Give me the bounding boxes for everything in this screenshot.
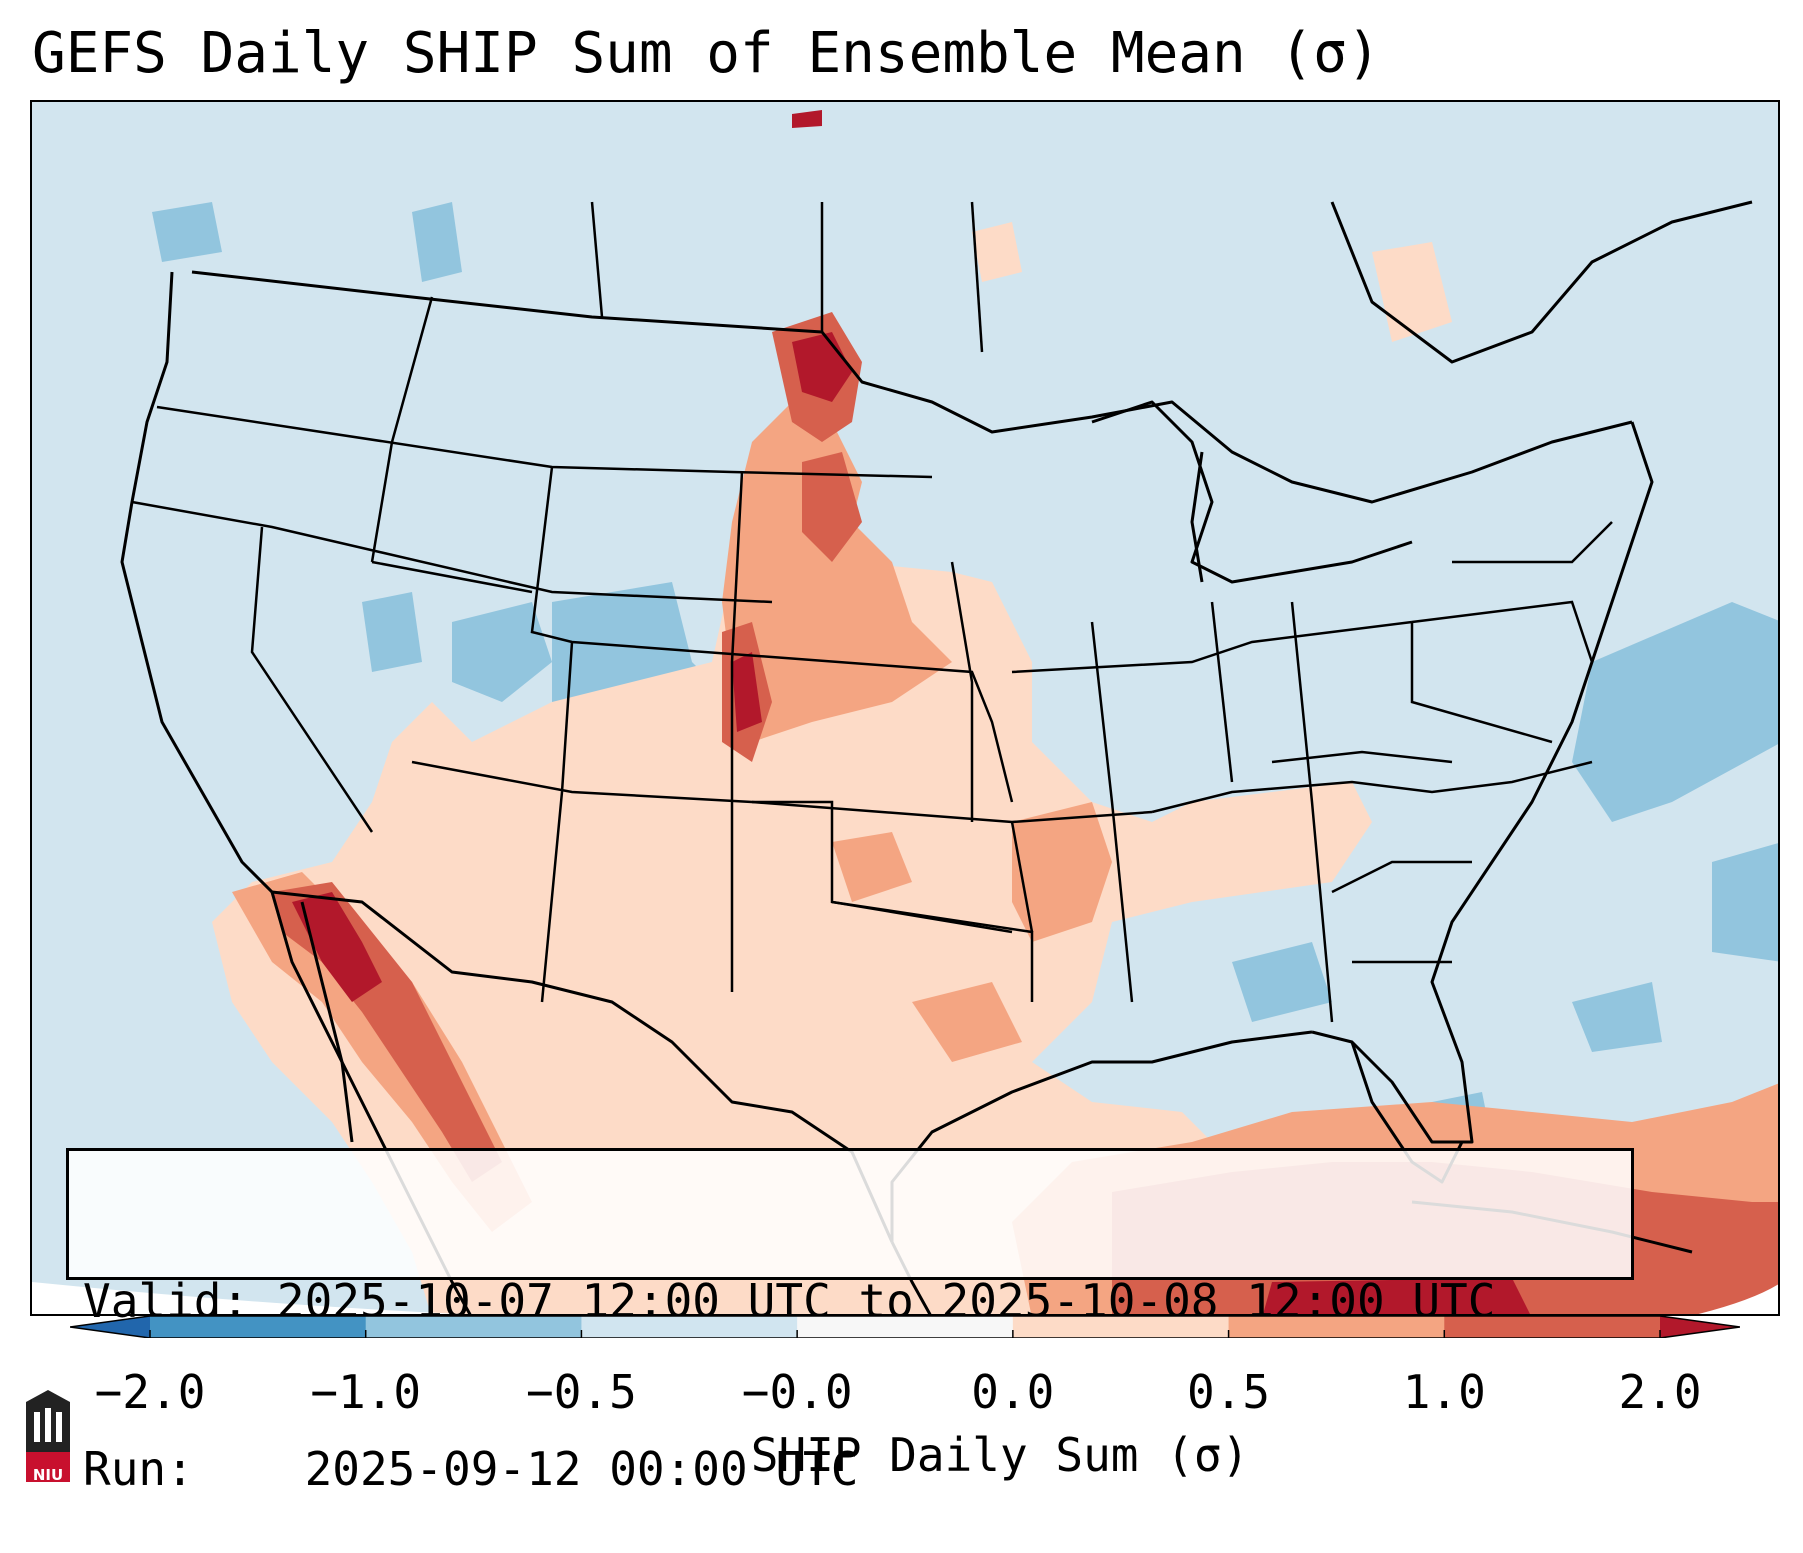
run-line: Run: 2025-09-12 00:00 UTC [83,1441,1617,1497]
colorbar-bin [1444,1316,1661,1338]
us-mexico-border [271,890,894,1243]
us-east-coast [1311,421,1654,1144]
map-panel [30,100,1780,1316]
us-west-coast [120,271,274,894]
colorbar-bin [581,1316,798,1338]
us-canada-border [191,270,1633,504]
colorbar-bin [150,1316,367,1338]
great-lakes [1091,400,1413,584]
geographic-borders [120,200,1753,1314]
colorbar-tick-label: −2.0 [94,1365,206,1419]
hudson-bay-coast [1330,200,1753,364]
colorbar-tick-label: −0.5 [526,1365,637,1419]
colorbar [70,1316,1740,1338]
colorbar-tick-label: −1.0 [310,1365,422,1419]
colorbar-tick-label: 1.0 [1402,1365,1486,1419]
colorbar-tick-label: 2.0 [1618,1365,1702,1419]
run-value: 2025-09-12 00:00 UTC [304,1442,859,1496]
baja-peninsula [300,901,354,1143]
niu-logo: NIU [20,1390,76,1490]
colorbar-tick-label: 0.5 [1187,1365,1271,1419]
colorbar-title: SHIP Daily Sum (σ) [750,1428,1250,1482]
colorbar-bin [1228,1316,1445,1338]
run-label: Run: [83,1442,194,1496]
mexico-pacific-coast [270,891,472,1314]
extreme-positive-anomaly [292,110,1530,1314]
logo-text: NIU [32,1466,64,1484]
lake-michigan [1190,451,1204,583]
colorbar-bin [365,1316,582,1338]
colorbar-tick-label: 0.0 [971,1365,1055,1419]
university-seal-icon [26,1390,70,1482]
colorbar-bin [797,1316,1014,1338]
chart-title: GEFS Daily SHIP Sum of Ensemble Mean (σ) [32,21,1381,86]
colorbar-extend-high [1660,1316,1740,1338]
colorbar-tick-label: −0.0 [741,1365,853,1419]
validity-info-box: Valid: 2025-10-07 12:00 UTC to 2025-10-0… [66,1148,1634,1496]
colorbar-bin [1012,1316,1230,1338]
projection-edge [32,1282,461,1314]
colorbar-extend-low [70,1316,150,1338]
anomaly-map [32,102,1778,1314]
projection-edge-right [1698,1284,1778,1314]
state-borders [131,201,1613,1023]
